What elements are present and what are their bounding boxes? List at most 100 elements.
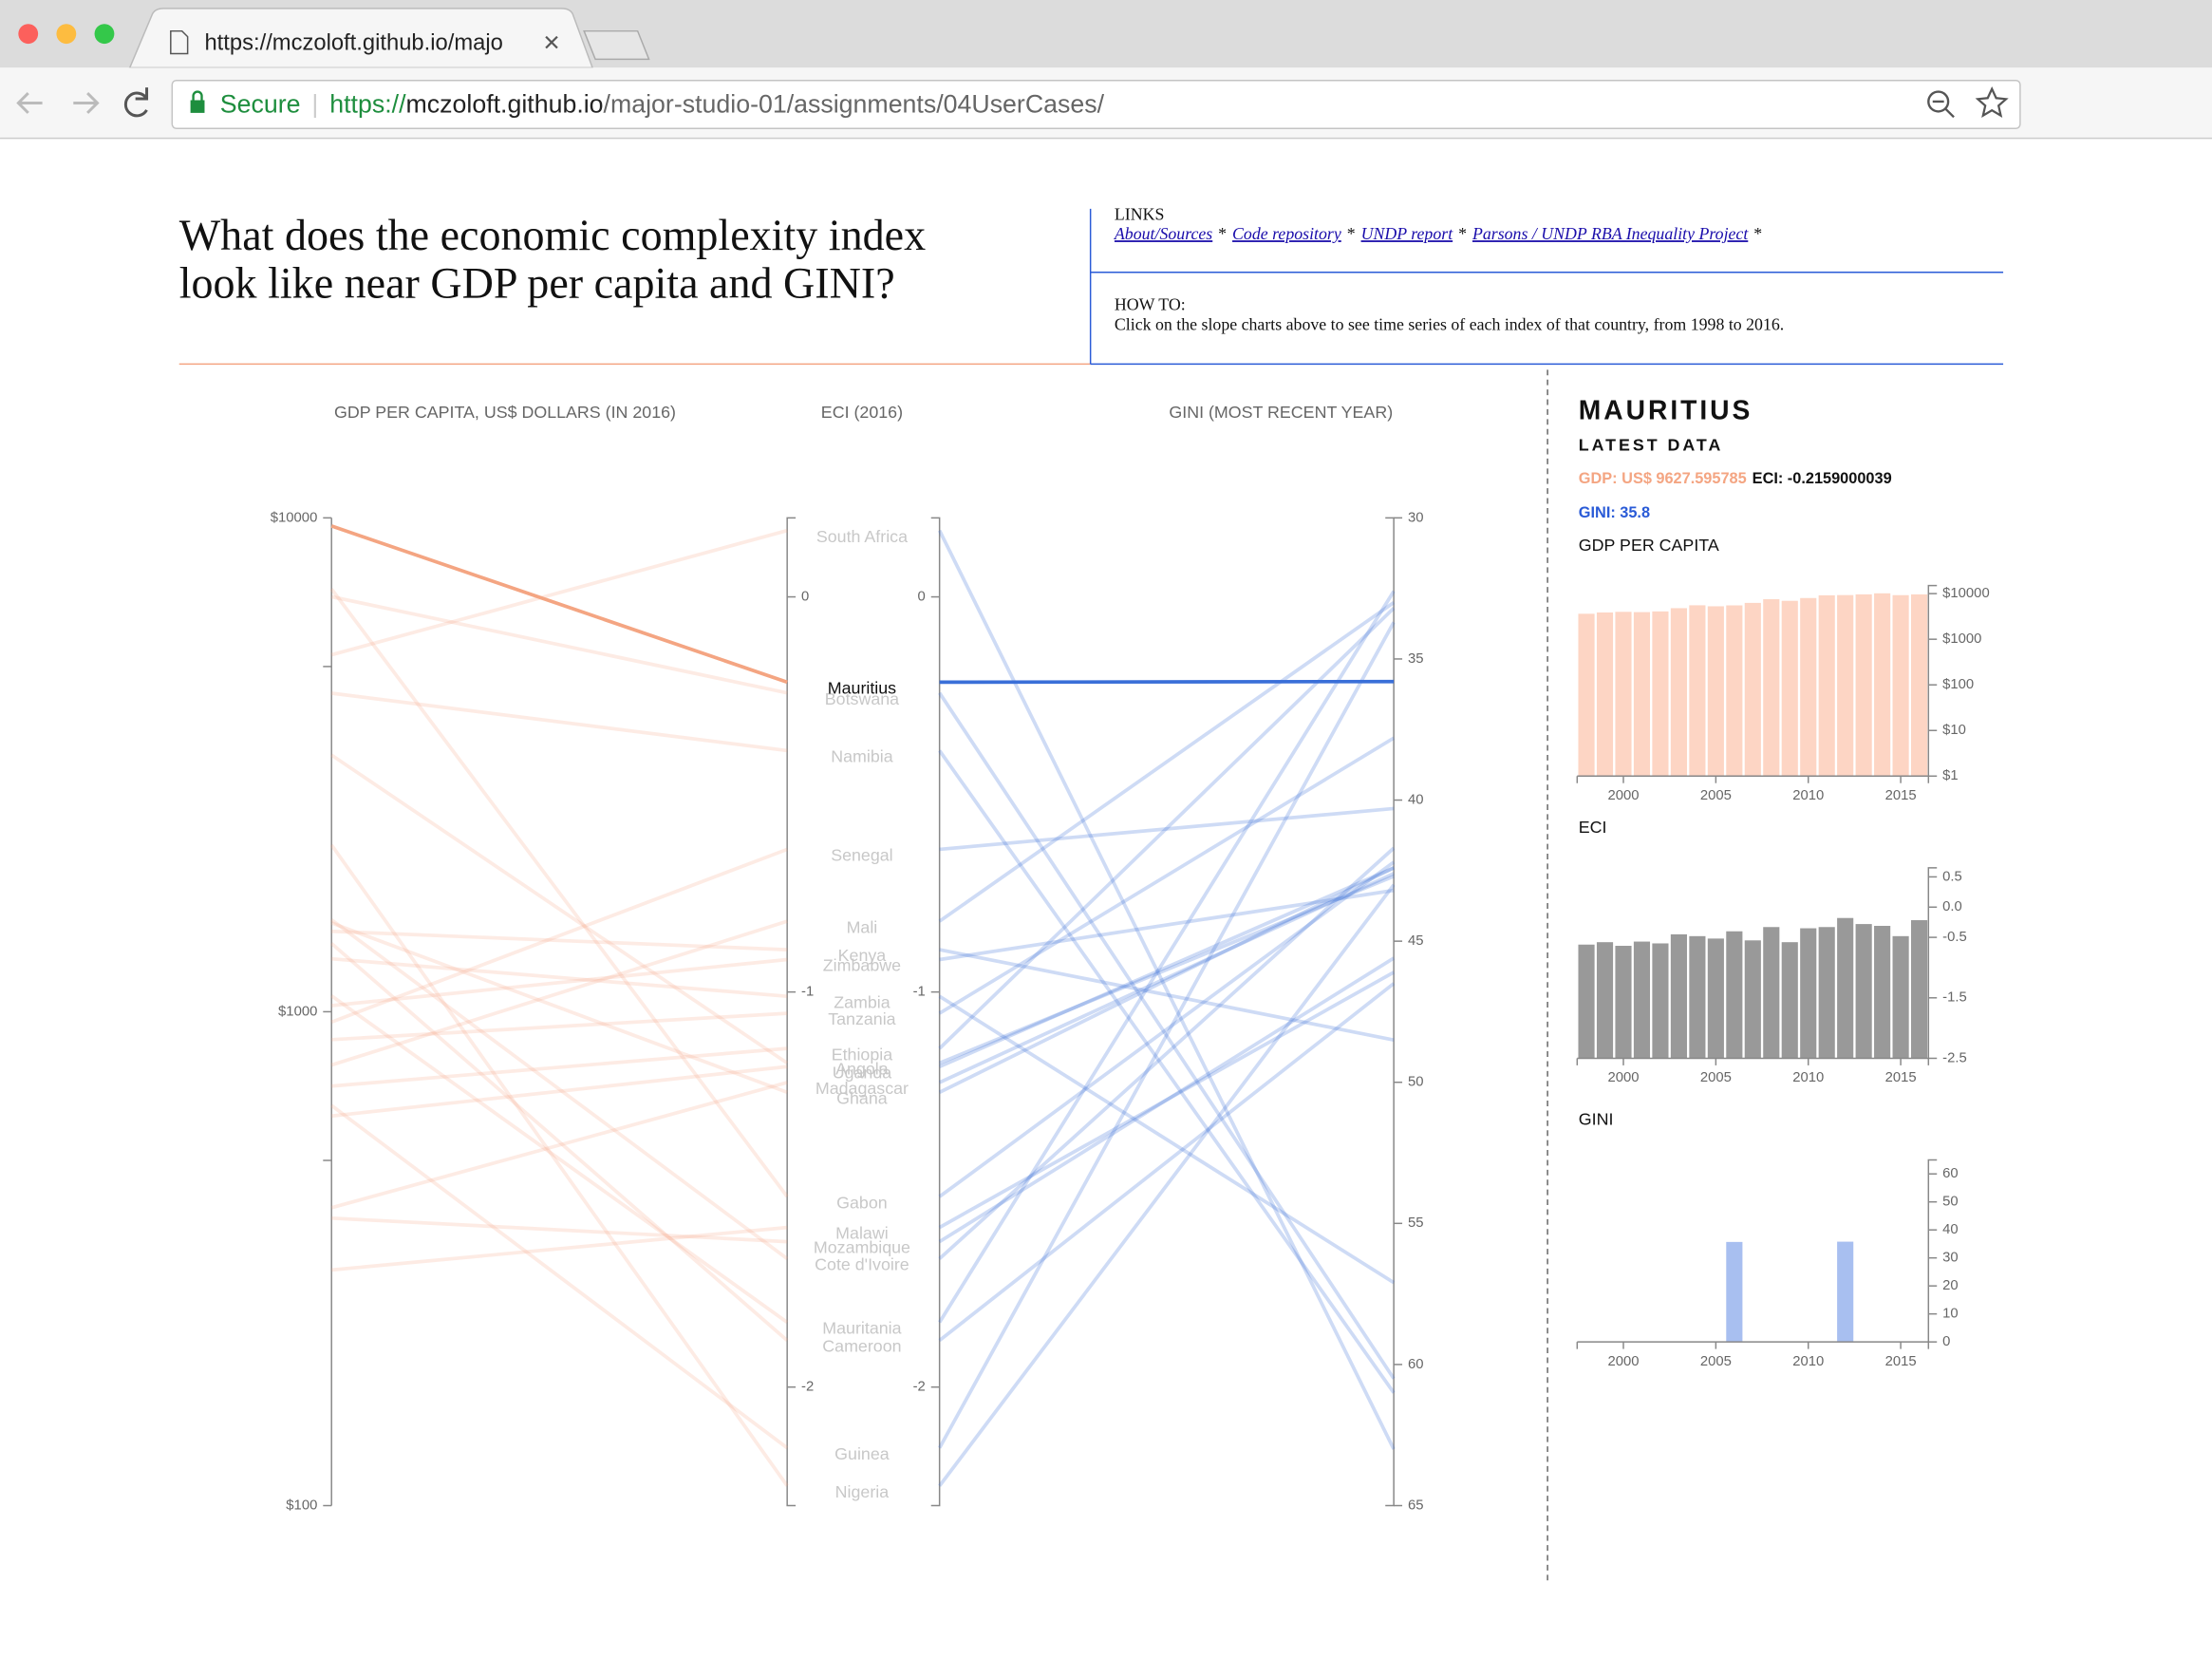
bar — [1911, 920, 1928, 1059]
bar — [1855, 593, 1872, 777]
bar — [1744, 940, 1761, 1059]
x-axis-caps — [1576, 1342, 1930, 1349]
tick-label: 2015 — [1885, 1070, 1917, 1085]
secure-label: Secure — [220, 90, 301, 119]
url: Secure | https://mczoloft.github.io/major-… — [220, 90, 1105, 119]
eci-gini-line — [938, 860, 1396, 1198]
tick-label: $1000 — [278, 1004, 317, 1019]
gdp-eci-line — [329, 588, 789, 1198]
country-label: Tanzania — [828, 1009, 895, 1028]
gdp-eci-line — [330, 691, 788, 753]
bookmark-star[interactable] — [1975, 85, 2009, 118]
zoom-icon[interactable] — [1927, 90, 1950, 113]
bar — [1855, 924, 1872, 1059]
bar — [1670, 933, 1687, 1059]
eci-label: ECI: — [1753, 471, 1784, 488]
tick-label: $100 — [1942, 677, 1974, 692]
page-icon — [170, 29, 189, 55]
eci-gini-line — [939, 948, 1395, 1042]
link-separator: * — [1458, 224, 1467, 243]
eci-gini-line — [938, 994, 1396, 1285]
eci-gini-line — [938, 872, 1395, 1084]
y-axis — [1927, 867, 1938, 1059]
tick-label: 50 — [1942, 1195, 1959, 1210]
country-label: Mauritania — [822, 1319, 901, 1338]
tick-label: 2010 — [1792, 1354, 1824, 1369]
eci-axis — [786, 517, 797, 1507]
tick-label: 65 — [1408, 1498, 1424, 1513]
tick-label: $10 — [1942, 723, 1966, 738]
section-title: ECI — [1579, 818, 1607, 837]
eci-gini-line — [938, 600, 1396, 923]
bar — [1892, 935, 1909, 1059]
gdp-eci-line — [330, 528, 788, 657]
country-label: Malawi — [835, 1224, 888, 1243]
bar — [1615, 946, 1632, 1059]
bar — [1652, 611, 1669, 777]
link[interactable]: Code repository — [1232, 224, 1341, 243]
bar — [1818, 927, 1835, 1059]
new-tab[interactable] — [583, 29, 650, 61]
gdp-eci-line — [330, 753, 789, 1065]
tick-label: 0 — [918, 589, 926, 604]
gdp-eci-line — [331, 1046, 788, 1088]
eci-gini-line — [939, 679, 1395, 685]
bar — [1800, 597, 1817, 777]
lock-shackle — [192, 90, 203, 101]
gdp-eci-line — [331, 1065, 788, 1119]
active-tab[interactable] — [128, 8, 594, 69]
tick-label: $1000 — [1942, 631, 1981, 647]
gdp-eci-line — [330, 921, 788, 1095]
country-label: Zambia — [834, 992, 890, 1011]
bar — [1781, 600, 1798, 777]
link-separator: * — [1218, 224, 1227, 243]
url-host: mczoloft.github.io — [406, 90, 604, 119]
link[interactable]: About/Sources — [1114, 224, 1212, 243]
link[interactable]: Parsons / UNDP RBA Inequality Project — [1472, 224, 1749, 243]
address-bar[interactable] — [171, 79, 2021, 129]
howto-label: HOW TO: — [1115, 295, 1186, 314]
tick-label: $10000 — [1942, 586, 1990, 601]
country-label: Cameroon — [822, 1337, 901, 1356]
country-label: Guinea — [834, 1444, 890, 1463]
country-label: Zimbabwe — [823, 956, 901, 975]
axis-title: GINI (MOST RECENT YEAR) — [1169, 403, 1393, 422]
gdp-eci-line — [330, 918, 789, 1260]
eci-gini-line — [939, 806, 1395, 852]
eci-gini-line — [938, 956, 1396, 1244]
bar — [1615, 612, 1632, 777]
tick-label: 2000 — [1607, 1070, 1639, 1085]
detail-country: MAURITIUS — [1579, 394, 1753, 424]
bar — [1744, 602, 1761, 777]
country-label: Mali — [847, 917, 878, 936]
close-window[interactable] — [18, 24, 39, 45]
eci-gini-line — [939, 888, 1395, 962]
country-label: Angola — [835, 1060, 889, 1079]
forward-button[interactable] — [73, 92, 100, 114]
country-label: Mozambique — [814, 1238, 910, 1257]
tick-label: 60 — [1942, 1166, 1959, 1181]
zoom-window[interactable] — [94, 24, 115, 45]
country-label: Cote d'Ivoire — [815, 1255, 909, 1274]
tick-label: -1.5 — [1942, 990, 1967, 1006]
eci-gini-line — [938, 691, 1396, 1380]
country-label: Kenya — [838, 946, 887, 965]
tick-label: 0 — [1942, 1334, 1950, 1349]
link[interactable]: UNDP report — [1361, 224, 1454, 243]
eci-value: -0.2159000039 — [1788, 471, 1892, 488]
bar — [1763, 927, 1780, 1059]
tick-label: 40 — [1942, 1222, 1959, 1237]
tick-label: 30 — [1942, 1251, 1959, 1266]
tick-label: 50 — [1408, 1075, 1424, 1090]
back-button[interactable] — [16, 92, 43, 114]
tab-close[interactable] — [545, 35, 558, 49]
reload-button[interactable] — [123, 87, 149, 118]
gini-label: GINI: — [1579, 504, 1616, 521]
minimize-window[interactable] — [56, 24, 77, 45]
bar — [1652, 943, 1669, 1059]
gdp-eci-line — [330, 524, 788, 685]
gdp-value: 9627.595785 — [1656, 471, 1746, 488]
bar — [1781, 942, 1798, 1059]
tick-label: 0.5 — [1942, 869, 1962, 884]
bar — [1818, 594, 1835, 777]
